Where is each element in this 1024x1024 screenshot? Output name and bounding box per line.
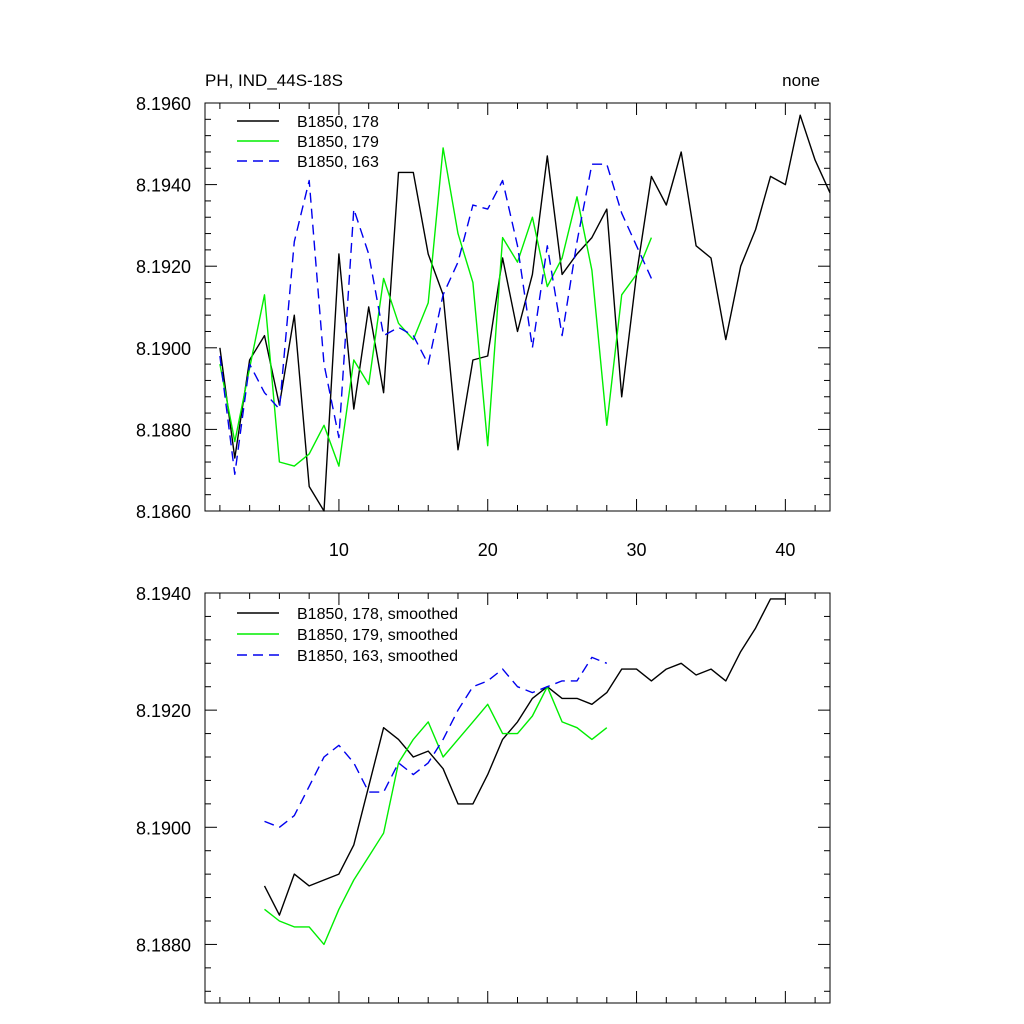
y-tick-label: 8.1900 <box>136 339 191 359</box>
legend-label: B1850, 178 <box>297 114 379 131</box>
y-tick-label: 8.1920 <box>136 701 191 721</box>
legend: B1850, 178 B1850, 179 B1850, 163 <box>237 114 379 171</box>
top-panel: 10 20 30 40 8.1860 8.1880 8.1900 8.1920 8.1940 8.… <box>136 71 831 560</box>
series-line <box>264 656 608 828</box>
series-line <box>219 114 831 512</box>
y-tick-label: 8.1920 <box>136 257 191 277</box>
series-line <box>219 163 653 475</box>
y-tick-label: 8.1880 <box>136 420 191 440</box>
series-line <box>263 598 786 916</box>
y-tick-label: 8.1900 <box>136 818 191 838</box>
y-tick-label: 8.1960 <box>136 94 191 114</box>
legend-label: B1850, 179 <box>297 134 379 151</box>
chart-title: PH, IND_44S-18S <box>205 71 343 90</box>
x-tick-label: 40 <box>775 540 795 560</box>
bottom-panel: 8.1880 8.1900 8.1920 8.1940 B1850, 178, smoo… <box>136 584 831 1004</box>
x-tick-label: 20 <box>478 540 498 560</box>
legend-label: B1850, 178, smoothed <box>297 606 458 623</box>
x-tick-label: 10 <box>329 540 349 560</box>
chart-right-title: none <box>782 71 820 90</box>
legend: B1850, 178, smoothed B1850, 179, smoothed… <box>237 606 458 665</box>
legend-label: B1850, 163 <box>297 154 379 171</box>
y-tick-label: 8.1940 <box>136 176 191 196</box>
y-tick-label: 8.1880 <box>136 935 191 955</box>
y-tick-label: 8.1940 <box>136 584 191 604</box>
series-line <box>264 686 608 946</box>
series-line <box>219 147 653 467</box>
y-tick-label: 8.1860 <box>136 502 191 522</box>
legend-label: B1850, 179, smoothed <box>297 627 458 644</box>
x-tick-label: 30 <box>627 540 647 560</box>
legend-label: B1850, 163, smoothed <box>297 648 458 665</box>
